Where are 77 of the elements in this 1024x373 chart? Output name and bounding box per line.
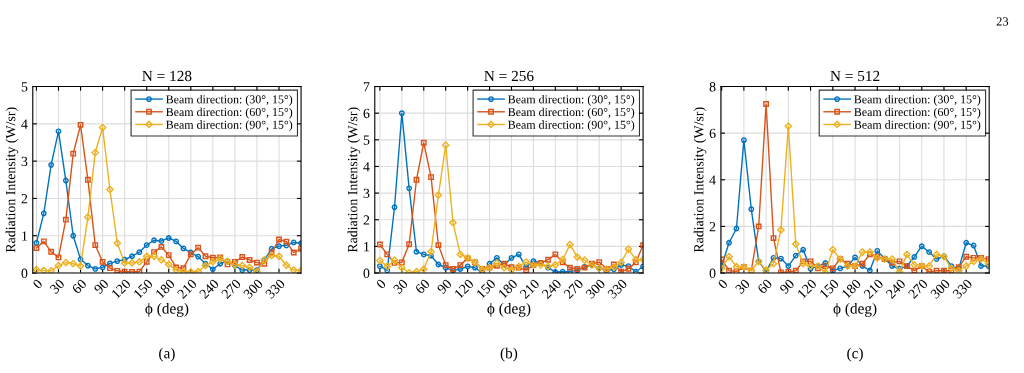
chart-title: N = 256 — [484, 70, 534, 82]
x-tick-label: 210 — [863, 278, 884, 300]
x-tick-label: 30 — [392, 278, 409, 295]
legend-label: Beam direction: (90°, 15°) — [166, 120, 293, 132]
x-tick-label: 120 — [111, 278, 132, 299]
x-tick-label: 60 — [71, 278, 88, 295]
y-tick-label: 0 — [709, 268, 716, 278]
y-tick-label: 1 — [364, 242, 370, 252]
x-tick-label: 90 — [436, 278, 453, 295]
x-tick-label: 150 — [475, 278, 497, 299]
x-axis-title: ϕ (deg) — [145, 302, 189, 317]
x-tick-label: 300 — [242, 278, 264, 300]
x-tick-label: 300 — [585, 278, 606, 300]
legend-label: Beam direction: (30°, 15°) — [854, 94, 981, 106]
x-tick-label: 180 — [841, 278, 862, 299]
text: 23 — [996, 17, 1009, 26]
x-tick-label: 330 — [607, 278, 628, 300]
y-axis-title: Radiation Intensity (W/sr) — [693, 107, 707, 253]
x-tick-label: 330 — [952, 278, 973, 300]
x-tick-label: 240 — [541, 278, 562, 300]
y-tick-label: 2 — [21, 194, 28, 204]
legend-label: Beam direction: (60°, 15°) — [166, 107, 293, 119]
y-tick-label: 6 — [709, 128, 716, 139]
y-tick-label: 3 — [21, 156, 28, 167]
x-tick-label: 240 — [885, 278, 907, 300]
x-tick-label: 30 — [734, 278, 751, 295]
x-tick-label: 270 — [220, 278, 242, 300]
x-tick-label: 210 — [519, 278, 540, 300]
y-tick-label: 4 — [709, 175, 716, 185]
x-tick-label: 120 — [796, 278, 818, 299]
legend-label: Beam direction: (90°, 15°) — [854, 120, 981, 132]
y-tick-label: 4 — [363, 162, 370, 172]
legend-label: Beam direction: (30°, 15°) — [508, 94, 635, 106]
y-tick-label: 4 — [21, 119, 28, 129]
x-axis-title: ϕ (deg) — [833, 302, 877, 317]
y-tick-label: 8 — [709, 82, 716, 92]
x-tick-label: 270 — [563, 278, 584, 300]
y-tick-label: 6 — [363, 108, 370, 119]
x-tick-label: 60 — [414, 278, 431, 295]
y-tick-label: 3 — [363, 188, 370, 199]
x-tick-label: 0 — [375, 278, 387, 290]
y-axis-title: Radiation Intensity (W/sr) — [5, 107, 19, 253]
y-tick-label: 5 — [21, 82, 28, 92]
y-axis-title: Radiation Intensity (W/sr) — [347, 107, 361, 253]
y-tick-label: 1 — [22, 231, 28, 241]
legend-label: Beam direction: (30°, 15°) — [166, 94, 293, 106]
y-tick-label: 0 — [363, 268, 370, 278]
x-tick-label: 210 — [176, 278, 198, 300]
x-tick-label: 180 — [497, 278, 519, 299]
x-tick-label: 180 — [155, 278, 176, 299]
x-tick-label: 30 — [49, 278, 66, 295]
legend-label: Beam direction: (60°, 15°) — [508, 107, 635, 119]
x-tick-label: 270 — [907, 278, 929, 300]
x-tick-label: 240 — [198, 278, 220, 300]
x-tick-label: 120 — [454, 278, 475, 299]
x-tick-label: 60 — [756, 278, 773, 295]
legend-label: Beam direction: (90°, 15°) — [508, 120, 635, 132]
x-tick-label: 90 — [93, 278, 110, 295]
chart-title: N = 128 — [142, 70, 192, 82]
x-tick-label: 0 — [32, 278, 43, 290]
x-tick-label: 150 — [819, 278, 840, 299]
x-tick-label: 0 — [717, 278, 729, 290]
legend-label: Beam direction: (60°, 15°) — [854, 107, 981, 119]
text: (c) — [847, 347, 863, 362]
y-tick-label: 2 — [363, 215, 370, 225]
y-tick-label: 7 — [363, 82, 370, 92]
x-tick-label: 150 — [133, 278, 154, 299]
text: (b) — [500, 347, 518, 362]
chart-title: N = 512 — [830, 70, 880, 82]
y-tick-label: 5 — [363, 135, 370, 145]
x-tick-label: 300 — [930, 278, 951, 300]
x-tick-label: 90 — [779, 278, 795, 295]
y-tick-label: 0 — [21, 268, 28, 278]
text: (a) — [159, 347, 175, 362]
y-tick-label: 2 — [709, 222, 716, 232]
x-axis-title: ϕ (deg) — [487, 302, 531, 317]
x-tick-label: 330 — [265, 278, 286, 300]
